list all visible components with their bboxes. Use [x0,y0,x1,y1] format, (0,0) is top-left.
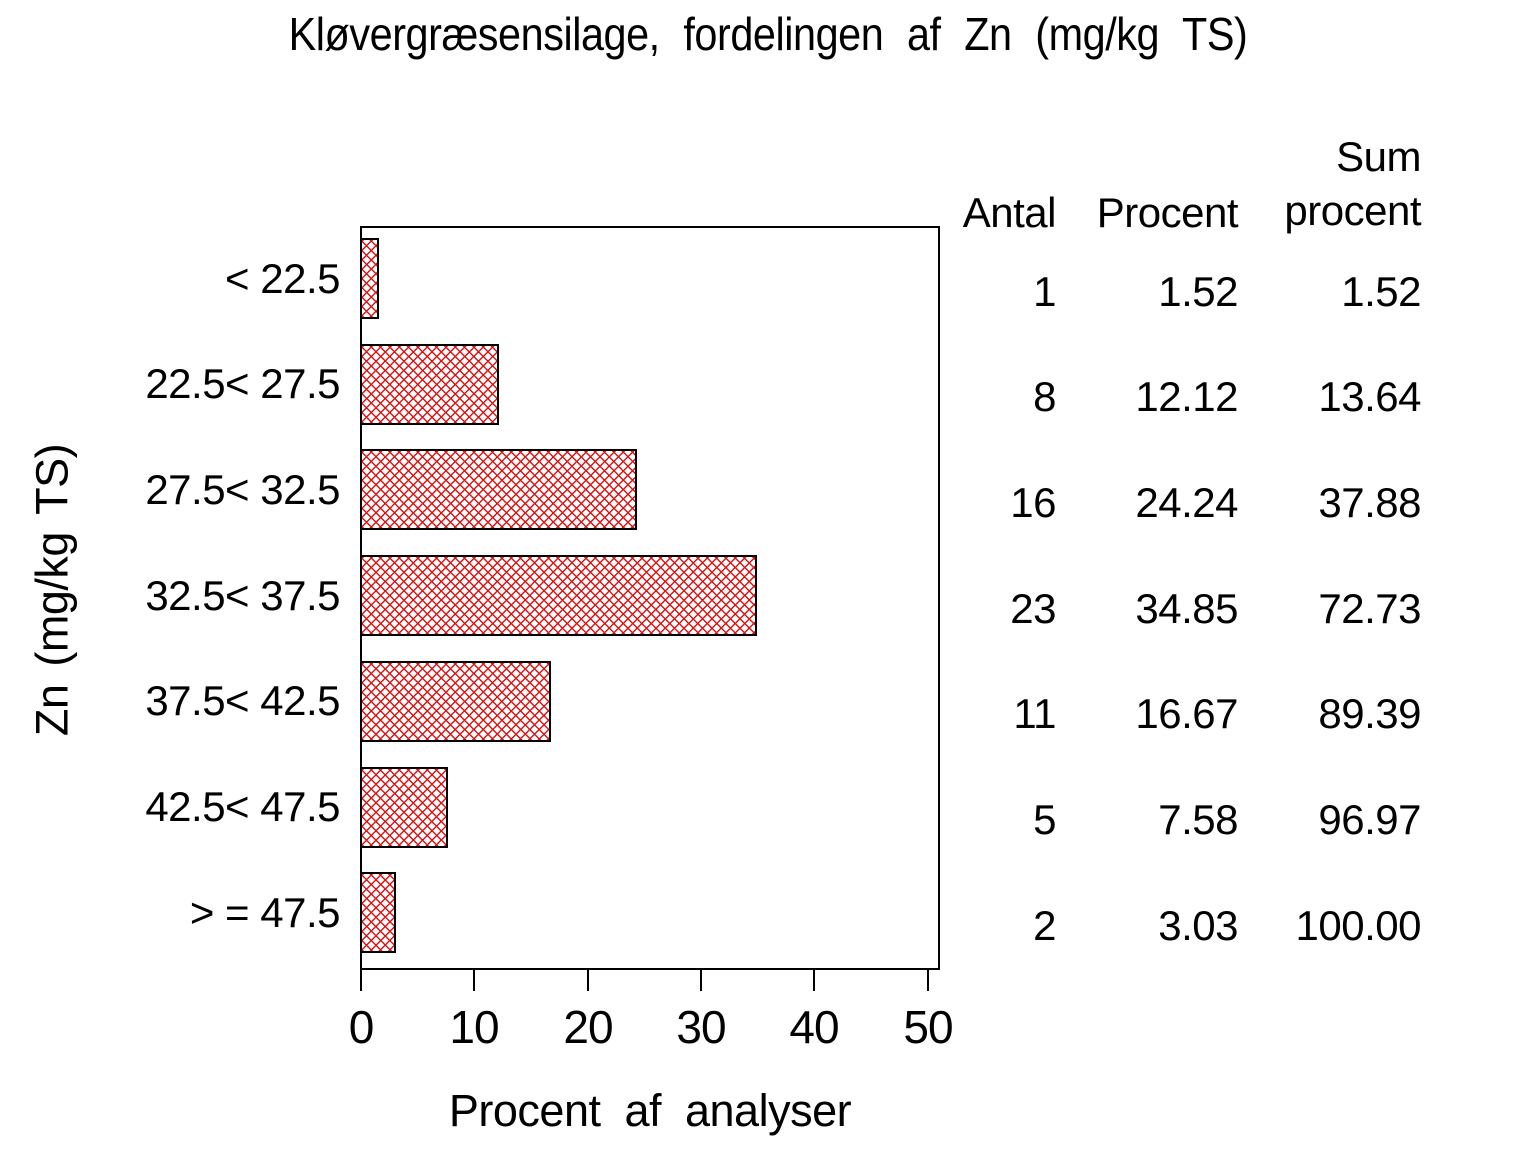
table-cell-antal: 11 [1013,690,1056,738]
table-cell-sum: 96.97 [1318,796,1421,843]
category-label: 37.5< 42.5 [145,677,340,725]
table-cell-procent: 16.67 [1135,690,1238,738]
table-header-sum-procent: Sum procent [1284,133,1421,234]
x-axis-tick [927,970,929,991]
bar [362,555,757,637]
x-axis-tick-label: 10 [449,1001,499,1053]
category-label: 42.5< 47.5 [145,783,340,830]
category-label: 27.5< 32.5 [145,465,340,513]
table-cell-sum: 72.73 [1318,584,1421,632]
x-axis-tick [700,970,702,991]
table-cell-procent: 3.03 [1158,901,1238,949]
category-label: 32.5< 37.5 [145,571,340,619]
table-cell-procent: 34.85 [1135,584,1238,632]
chart-title: Kløvergræsensilage, fordelingen af Zn (m… [288,8,1248,60]
table-cell-sum: 100.00 [1295,901,1422,949]
category-label: 22.5< 27.5 [145,360,340,408]
bar [362,238,379,319]
table-cell-antal: 16 [1010,478,1056,526]
x-axis-tick-label: 30 [676,1001,726,1053]
category-label: < 22.5 [225,254,340,302]
table-cell-sum: 1.52 [1341,267,1421,315]
bar [362,766,448,848]
table-cell-antal: 1 [1033,267,1056,315]
table-cell-sum: 37.88 [1318,478,1421,526]
x-axis-tick-label: 50 [903,1001,953,1053]
x-axis-tick-label: 0 [348,1001,375,1053]
table-cell-procent: 12.12 [1135,373,1238,421]
bar [362,449,637,531]
table-cell-antal: 2 [1033,901,1056,949]
bar [362,872,396,954]
table-header-antal: Antal [962,189,1057,236]
table-cell-antal: 23 [1010,584,1056,632]
x-axis-tick-label: 20 [563,1001,613,1053]
bar [362,660,551,742]
x-axis-tick-label: 40 [789,1001,839,1053]
category-label: > = 47.5 [189,888,341,936]
table-cell-antal: 8 [1033,373,1056,421]
x-axis-tick [813,970,815,991]
x-axis-tick [360,970,362,991]
table-cell-sum: 89.39 [1318,690,1421,738]
y-axis-title: Zn (mg/kg TS) [26,443,78,737]
table-header-procent: Procent [1096,189,1239,236]
x-axis-title: Procent af analyser [448,1085,852,1136]
table-cell-sum: 13.64 [1318,373,1421,421]
x-axis-tick [587,970,589,991]
bar [362,343,499,425]
table-cell-procent: 1.52 [1158,267,1238,315]
table-cell-procent: 7.58 [1158,796,1238,843]
table-cell-antal: 5 [1033,796,1056,843]
table-cell-procent: 24.24 [1135,478,1238,526]
x-axis-tick [473,970,475,991]
